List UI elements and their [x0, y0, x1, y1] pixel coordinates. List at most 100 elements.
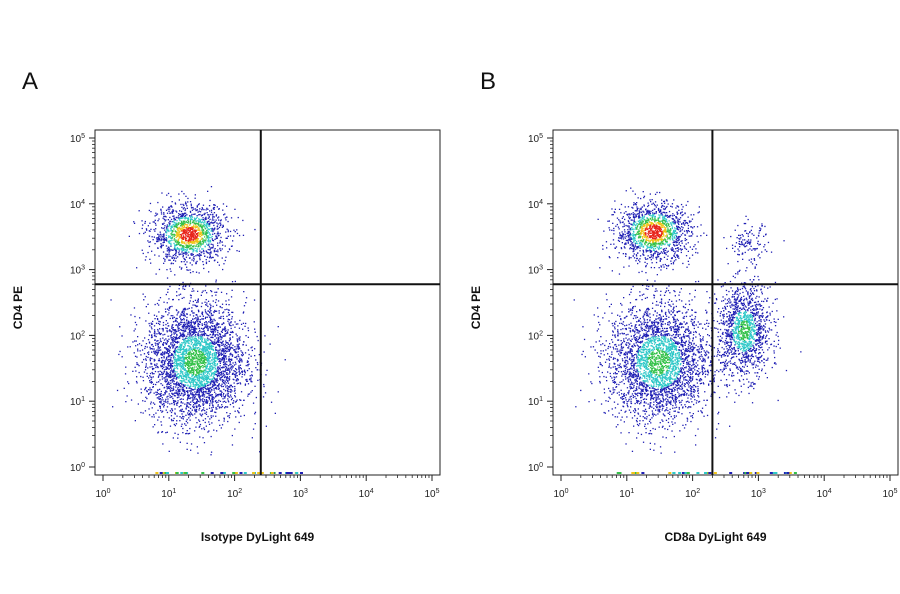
event-point — [160, 361, 163, 363]
event-point — [169, 259, 171, 261]
event-point — [154, 351, 156, 353]
event-point — [170, 342, 172, 344]
event-points — [110, 186, 303, 474]
event-point — [148, 322, 150, 325]
event-point — [213, 380, 215, 382]
event-point — [227, 343, 229, 345]
event-point — [219, 341, 221, 343]
event-point — [157, 328, 159, 331]
event-point — [179, 372, 182, 374]
event-point — [162, 410, 164, 412]
event-point — [164, 363, 166, 365]
event-point — [187, 201, 189, 203]
event-point — [186, 313, 188, 315]
event-point — [207, 237, 209, 240]
event-point — [190, 241, 192, 243]
event-point — [203, 229, 205, 232]
event-point — [180, 203, 182, 206]
event-point — [175, 374, 178, 376]
event-point — [182, 389, 185, 392]
event-point — [232, 406, 235, 408]
event-point — [206, 227, 208, 229]
event-point — [163, 355, 165, 358]
event-point — [189, 371, 191, 373]
event-point — [241, 370, 243, 372]
event-point — [212, 328, 215, 331]
event-point — [178, 335, 181, 338]
event-point — [186, 418, 188, 421]
event-point — [207, 371, 210, 373]
event-point — [221, 424, 224, 426]
event-point — [158, 218, 160, 220]
event-point — [228, 304, 230, 306]
event-point — [195, 220, 197, 222]
event-point — [141, 361, 143, 363]
event-point — [166, 349, 168, 351]
event-point — [175, 309, 178, 311]
event-point — [195, 374, 197, 376]
event-point — [178, 382, 180, 384]
event-point — [142, 400, 144, 402]
event-point — [156, 354, 158, 357]
event-point — [161, 359, 164, 361]
event-point — [219, 350, 221, 352]
event-point — [172, 299, 174, 301]
event-point — [171, 338, 174, 341]
event-point — [197, 369, 199, 371]
event-point — [179, 347, 182, 350]
event-point — [212, 384, 214, 386]
event-point — [244, 352, 247, 354]
event-point — [245, 364, 247, 367]
event-point — [218, 345, 220, 347]
event-point — [211, 345, 213, 347]
event-point — [208, 314, 210, 317]
event-point — [227, 320, 229, 322]
event-point — [161, 397, 163, 399]
event-point — [168, 210, 170, 212]
event-point — [185, 356, 188, 359]
event-point — [158, 416, 160, 418]
event-point — [191, 350, 193, 352]
event-point — [199, 257, 201, 259]
event-point — [195, 235, 197, 237]
event-point — [213, 362, 215, 364]
event-point — [209, 346, 211, 348]
event-point — [184, 362, 186, 364]
event-point — [198, 384, 200, 386]
event-point — [264, 335, 266, 337]
event-point — [238, 412, 240, 414]
event-point — [194, 318, 196, 320]
event-point — [215, 415, 217, 417]
event-point — [197, 316, 199, 318]
event-point — [166, 269, 168, 271]
event-point — [188, 324, 190, 327]
event-point — [201, 337, 203, 339]
event-point — [149, 325, 151, 327]
event-point — [218, 360, 220, 363]
event-point — [235, 416, 237, 418]
event-point — [181, 388, 183, 390]
event-point — [196, 319, 198, 321]
event-point — [219, 247, 221, 250]
event-point — [182, 354, 184, 356]
event-point — [157, 352, 159, 355]
event-point — [154, 424, 156, 426]
event-point — [203, 360, 205, 363]
event-point — [202, 361, 204, 363]
event-point — [160, 213, 163, 215]
event-point — [231, 331, 233, 334]
event-point — [148, 245, 151, 248]
event-point — [206, 376, 209, 378]
event-point — [191, 235, 194, 238]
event-point — [192, 368, 194, 370]
event-point — [211, 235, 213, 238]
event-point — [169, 330, 171, 332]
event-point — [222, 361, 225, 364]
event-point — [154, 363, 156, 366]
event-point — [189, 415, 191, 417]
event-point — [161, 227, 163, 229]
event-point — [243, 414, 245, 417]
event-point — [185, 342, 187, 344]
event-point — [182, 390, 184, 392]
event-point — [141, 249, 143, 251]
